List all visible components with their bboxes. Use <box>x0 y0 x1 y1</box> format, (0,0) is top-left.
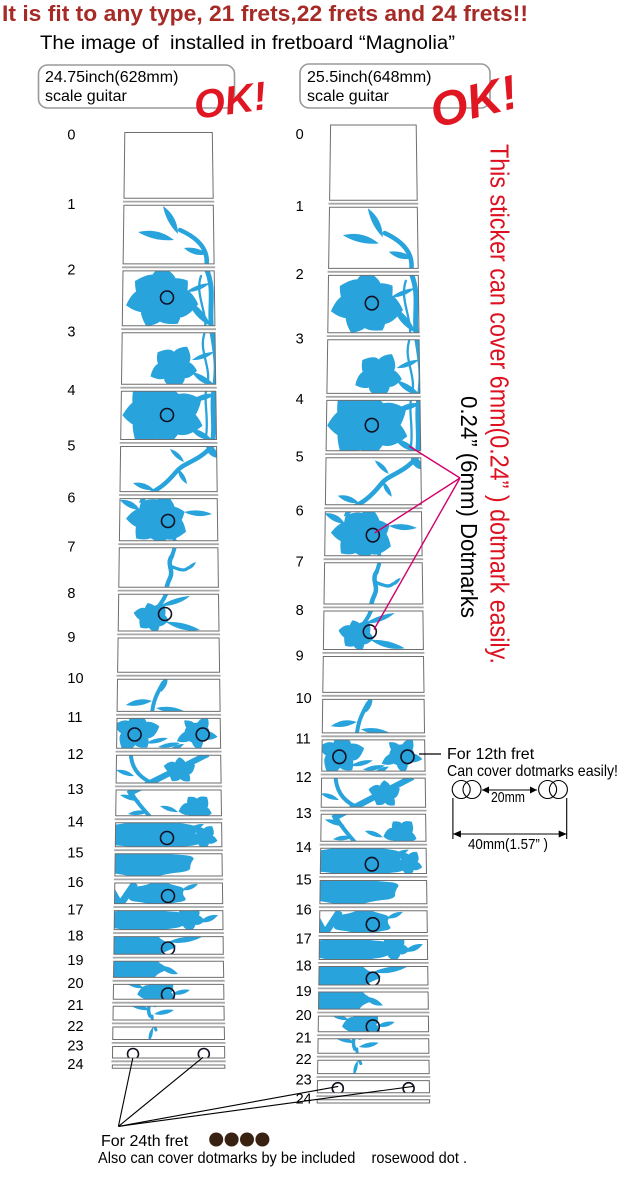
svg-text:18: 18 <box>67 928 83 944</box>
svg-text:24: 24 <box>67 1057 83 1073</box>
svg-text:2: 2 <box>296 267 304 283</box>
svg-text:18: 18 <box>296 958 312 974</box>
svg-text:4: 4 <box>296 392 304 408</box>
svg-text:10: 10 <box>296 691 312 707</box>
svg-text:scale guitar: scale guitar <box>45 88 127 105</box>
svg-text:For 12th fret: For 12th fret <box>447 746 535 763</box>
svg-text:17: 17 <box>296 931 312 947</box>
svg-text:19: 19 <box>296 984 312 1000</box>
svg-text:24: 24 <box>296 1092 312 1108</box>
svg-text:14: 14 <box>296 840 312 856</box>
svg-text:Also can cover dotmarks by be: Also can cover dotmarks by be included r… <box>98 1150 467 1167</box>
svg-text:3: 3 <box>67 325 75 341</box>
svg-text:20: 20 <box>296 1008 312 1024</box>
svg-text:16: 16 <box>67 875 83 891</box>
svg-text:For 24th fret: For 24th fret <box>101 1133 189 1150</box>
svg-text:5: 5 <box>296 450 304 466</box>
svg-text:The image of installed in fre: The image of installed in fretboard “Mag… <box>40 33 455 54</box>
svg-text:8: 8 <box>296 603 304 619</box>
svg-text:This sticker can cover 6mm(0.2: This sticker can cover 6mm(0.24” ) dotma… <box>485 144 513 664</box>
svg-text:22: 22 <box>296 1052 312 1068</box>
svg-text:13: 13 <box>67 782 83 798</box>
svg-text:23: 23 <box>296 1072 312 1088</box>
svg-text:Can cover dotmarks easily!: Can cover dotmarks easily! <box>447 763 618 780</box>
svg-text:17: 17 <box>67 902 83 918</box>
svg-text:24.75inch(628mm): 24.75inch(628mm) <box>45 69 178 86</box>
svg-text:10: 10 <box>67 671 83 687</box>
svg-text:1: 1 <box>296 199 304 215</box>
svg-text:12: 12 <box>296 770 312 786</box>
svg-text:9: 9 <box>67 630 75 646</box>
svg-text:OK!: OK! <box>191 74 269 128</box>
svg-text:0.24” (6mm) Dotmarks: 0.24” (6mm) Dotmarks <box>456 396 482 618</box>
svg-text:It is fit to any type, 21 fret: It is fit to any type, 21 frets,22 frets… <box>2 1 528 26</box>
svg-text:15: 15 <box>67 846 83 862</box>
svg-text:20: 20 <box>67 976 83 992</box>
svg-text:22: 22 <box>67 1019 83 1035</box>
svg-text:20mm: 20mm <box>491 789 525 806</box>
svg-text:6: 6 <box>67 490 75 506</box>
svg-text:4: 4 <box>67 383 75 399</box>
svg-text:16: 16 <box>296 903 312 919</box>
svg-text:40mm(1.57” ): 40mm(1.57” ) <box>468 836 548 853</box>
svg-text:25.5inch(648mm): 25.5inch(648mm) <box>307 69 432 86</box>
svg-text:1: 1 <box>67 197 75 213</box>
svg-text:9: 9 <box>296 648 304 664</box>
svg-text:2: 2 <box>67 263 75 279</box>
svg-text:3: 3 <box>296 332 304 348</box>
svg-text:0: 0 <box>67 128 75 144</box>
svg-text:6: 6 <box>296 504 304 520</box>
svg-text:21: 21 <box>296 1031 312 1047</box>
svg-text:23: 23 <box>67 1038 83 1054</box>
svg-text:0: 0 <box>296 127 304 143</box>
svg-text:15: 15 <box>296 872 312 888</box>
svg-text:8: 8 <box>67 586 75 602</box>
svg-text:14: 14 <box>67 815 83 831</box>
svg-text:21: 21 <box>67 998 83 1014</box>
svg-text:7: 7 <box>67 540 75 556</box>
svg-text:12: 12 <box>67 747 83 763</box>
svg-text:19: 19 <box>67 953 83 969</box>
svg-text:scale guitar: scale guitar <box>307 88 389 105</box>
svg-text:11: 11 <box>296 732 311 748</box>
svg-text:13: 13 <box>296 806 312 822</box>
svg-text:5: 5 <box>67 438 75 454</box>
svg-text:11: 11 <box>67 710 82 726</box>
svg-text:7: 7 <box>296 555 304 571</box>
